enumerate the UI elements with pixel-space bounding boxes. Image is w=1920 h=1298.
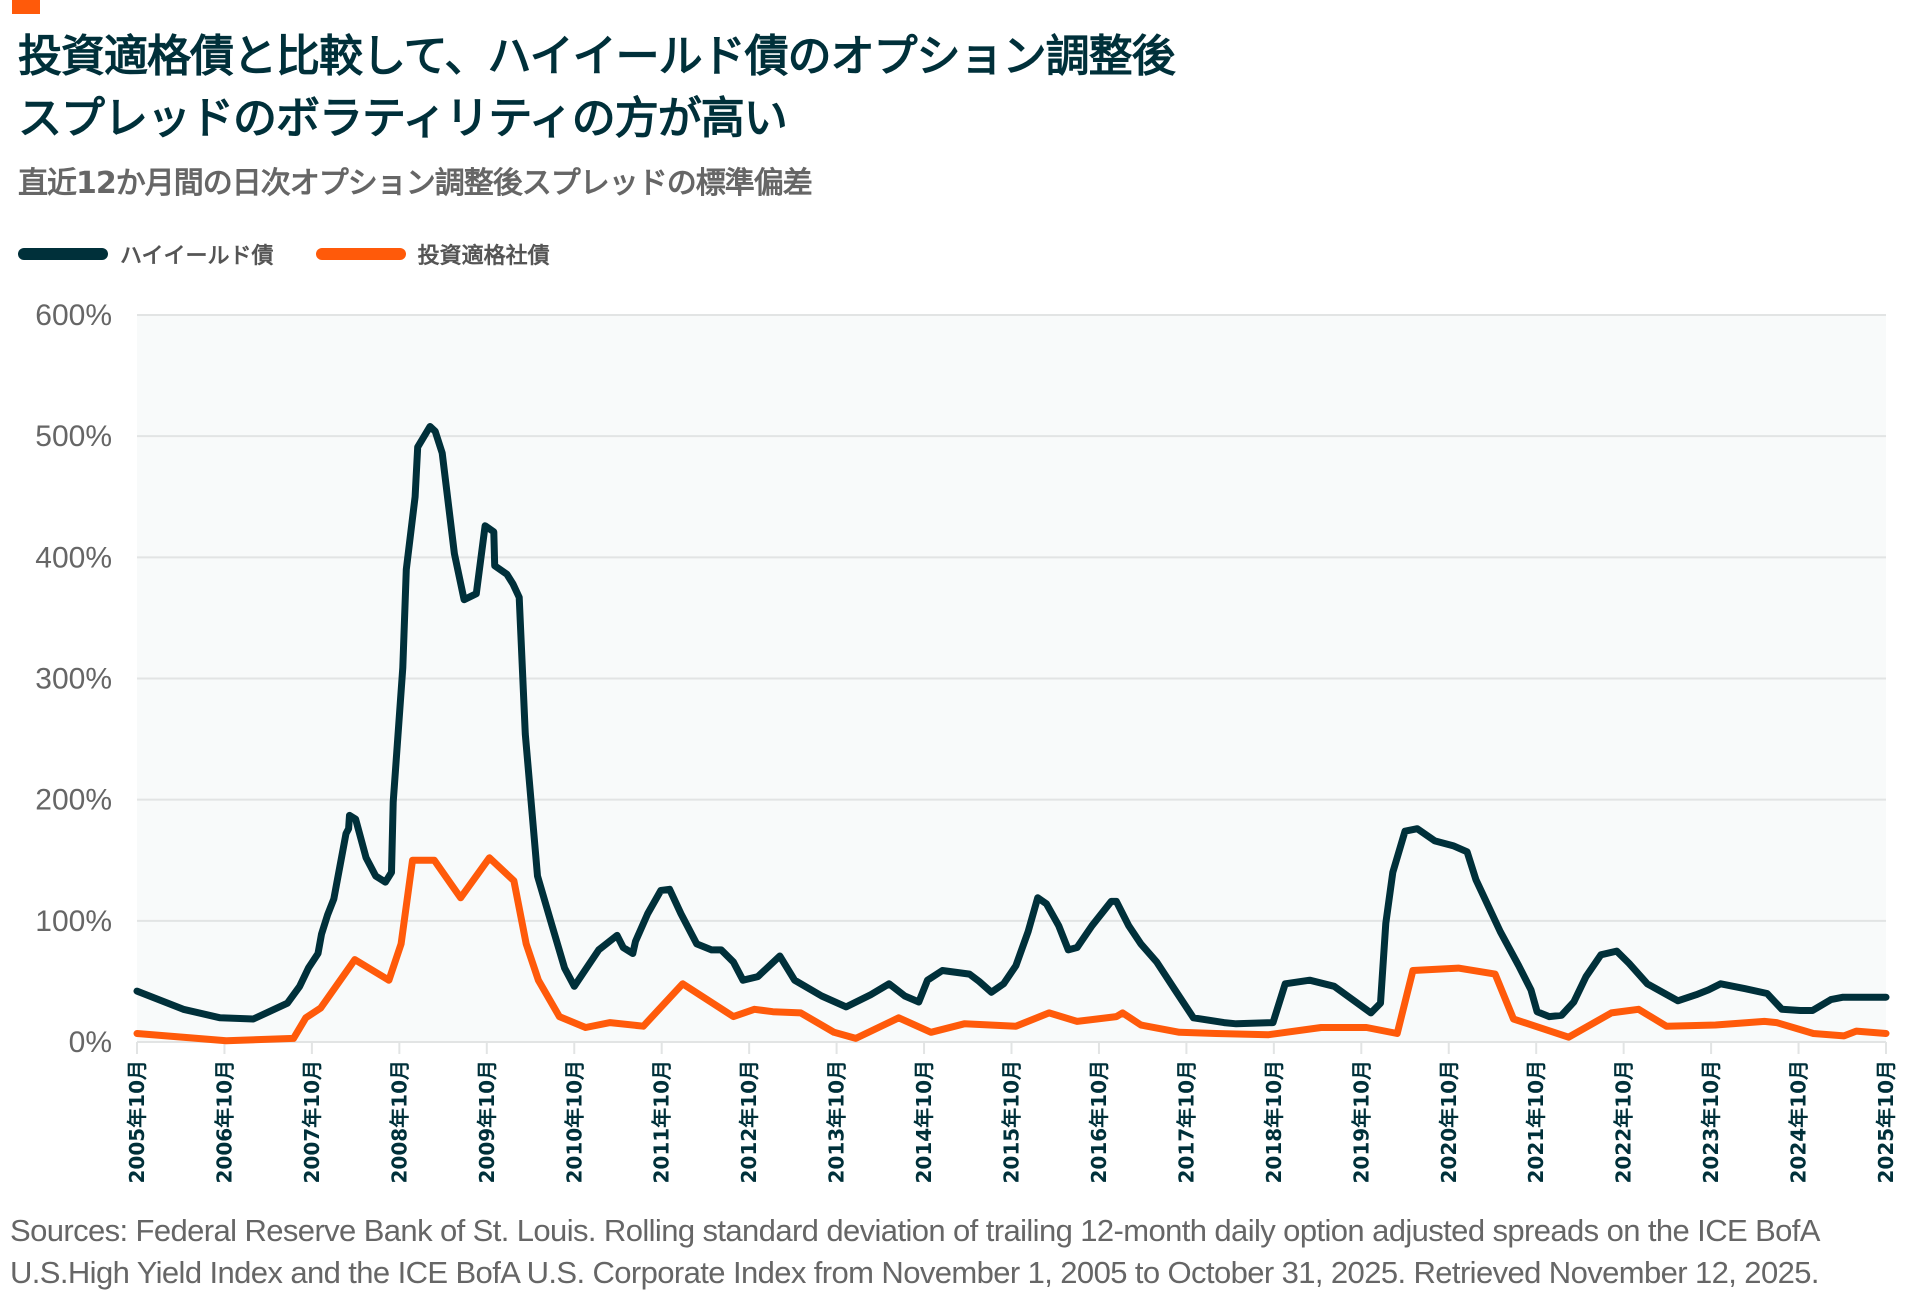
- gridlines: [137, 314, 1886, 1043]
- y-tick-label: 500%: [35, 420, 112, 453]
- legend: ハイイールド債 投資適格社債: [18, 238, 592, 270]
- legend-label-investment-grade: 投資適格社債: [417, 244, 550, 269]
- x-tick-label: 2008年10月: [387, 1060, 411, 1184]
- x-tick-label: 2010年10月: [562, 1060, 586, 1184]
- legend-item-investment-grade: 投資適格社債: [315, 238, 550, 270]
- y-tick-label: 0%: [69, 1026, 112, 1059]
- source-line-2: U.S.High Yield Index and the ICE BofA U.…: [10, 1255, 1819, 1290]
- x-tick-label: 2016年10月: [1087, 1060, 1111, 1184]
- y-tick-label: 600%: [35, 299, 112, 332]
- x-tick-label: 2009年10月: [475, 1060, 499, 1184]
- x-tick-label: 2022年10月: [1612, 1060, 1636, 1184]
- legend-label-high-yield: ハイイールド債: [120, 244, 274, 269]
- y-tick-label: 200%: [35, 784, 112, 817]
- legend-item-high-yield: ハイイールド債: [18, 238, 274, 270]
- y-tick-label: 400%: [35, 541, 112, 574]
- legend-swatch-high-yield: [18, 248, 108, 260]
- legend-swatch-investment-grade: [315, 248, 406, 260]
- x-tick-label: 2011年10月: [650, 1060, 674, 1184]
- title-line-2: スプレッドのボラティリティの方が高い: [18, 93, 788, 144]
- x-tick-label: 2006年10月: [212, 1060, 236, 1184]
- source-note: Sources: Federal Reserve Bank of St. Lou…: [10, 1210, 1915, 1294]
- series-line-investment-grade: [133, 854, 1890, 1045]
- x-tick-label: 2025年10月: [1874, 1060, 1898, 1184]
- title-line-1: 投資適格債と比較して、ハイイールド債のオプション調整後: [18, 31, 1176, 82]
- x-tick-label: 2007年10月: [300, 1060, 324, 1184]
- x-tick-label: 2005年10月: [125, 1060, 149, 1184]
- chart-title: 投資適格債と比較して、ハイイールド債のオプション調整後 スプレッドのボラティリテ…: [18, 26, 1518, 150]
- y-tick-label: 100%: [35, 905, 112, 938]
- x-tick-label: 2019年10月: [1349, 1060, 1373, 1184]
- x-tick-label: 2023年10月: [1699, 1060, 1723, 1184]
- x-tick-label: 2012年10月: [737, 1060, 761, 1184]
- x-tick-label: 2013年10月: [825, 1060, 849, 1184]
- series-lines: [133, 423, 1890, 1045]
- line-chart: 0% 100% 200% 300% 400% 500% 600% 2005年10月 2006年…: [35, 299, 1898, 1184]
- x-tick-label: 2021年10月: [1524, 1060, 1548, 1184]
- x-tick-label: 2024年10月: [1787, 1060, 1811, 1184]
- x-tick-label: 2014年10月: [912, 1060, 936, 1184]
- chart-subtitle: 直近12か月間の日次オプション調整後スプレッドの標準偏差: [18, 166, 813, 201]
- series-line-high-yield: [133, 423, 1890, 1028]
- source-line-1: Sources: Federal Reserve Bank of St. Lou…: [10, 1213, 1820, 1248]
- x-tick-label: 2020年10月: [1437, 1060, 1461, 1184]
- x-tick-label: 2015年10月: [1000, 1060, 1024, 1184]
- x-tick-label: 2018年10月: [1262, 1060, 1286, 1184]
- y-axis: 0% 100% 200% 300% 400% 500% 600%: [35, 299, 112, 1059]
- y-tick-label: 300%: [35, 663, 112, 696]
- x-axis: 2005年10月 2006年10月 2007年10月 2008年10月 2009年10月…: [125, 1042, 1898, 1184]
- x-tick-label: 2017年10月: [1174, 1060, 1198, 1184]
- accent-bar: [12, 0, 40, 14]
